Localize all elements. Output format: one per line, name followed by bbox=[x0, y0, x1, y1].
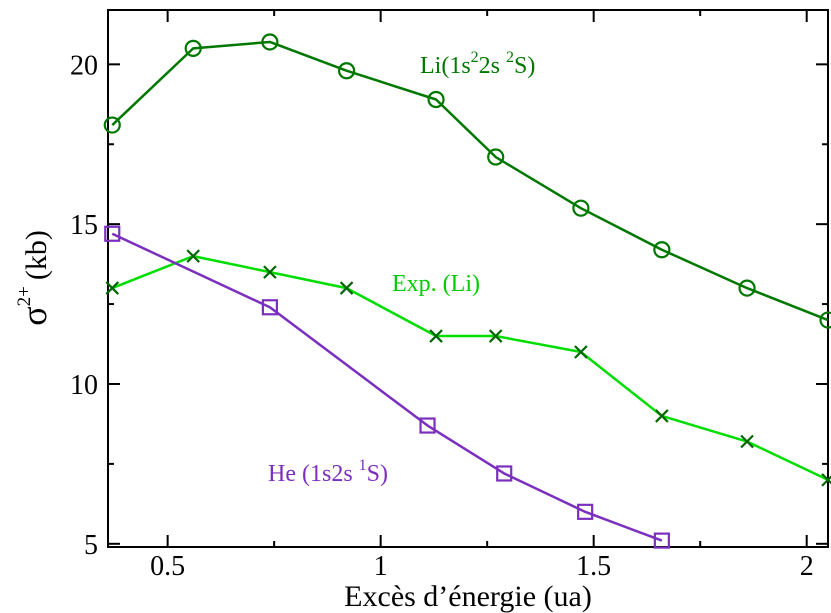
y-axis-title: σ2+(kb) bbox=[14, 230, 54, 326]
axis-ticks: 0.5 1 1.5 2 5 10 15 20 bbox=[70, 10, 828, 582]
x-tick-label: 1 bbox=[374, 551, 388, 582]
data-point bbox=[655, 409, 669, 423]
series-line-0 bbox=[111, 40, 829, 322]
x-axis-title: Excès d’énergie (ua) bbox=[344, 580, 592, 613]
data-point bbox=[819, 311, 831, 329]
data-point bbox=[572, 199, 590, 217]
y-tick-label: 15 bbox=[70, 210, 98, 241]
data-point bbox=[184, 39, 202, 57]
data-point bbox=[427, 90, 445, 109]
data-point bbox=[577, 503, 594, 520]
data-point bbox=[186, 249, 200, 263]
data-point bbox=[104, 225, 121, 242]
series-markers bbox=[103, 33, 831, 549]
x-tick-label: 0.5 bbox=[150, 551, 185, 582]
data-point bbox=[488, 329, 503, 343]
data-point bbox=[653, 532, 670, 549]
data-point bbox=[740, 434, 754, 449]
series-label-li-theory: Li(1s22s 2S) bbox=[420, 49, 535, 79]
data-point bbox=[821, 473, 831, 487]
series-line-1 bbox=[111, 254, 829, 482]
data-point bbox=[419, 417, 436, 434]
y-tick-label: 10 bbox=[70, 370, 98, 401]
data-point bbox=[263, 265, 277, 279]
x-tick-label: 1.5 bbox=[576, 551, 611, 582]
data-point bbox=[103, 116, 121, 134]
data-point bbox=[487, 148, 505, 166]
data-point bbox=[337, 62, 356, 80]
plot-area-frame bbox=[107, 9, 829, 548]
data-point bbox=[261, 299, 278, 316]
data-point bbox=[496, 465, 513, 482]
data-point bbox=[653, 241, 671, 259]
series-label-li-exp: Exp. (Li) bbox=[392, 271, 480, 297]
data-point bbox=[261, 33, 279, 51]
x-tick-label: 2 bbox=[800, 551, 814, 582]
series-line-2 bbox=[111, 232, 663, 542]
data-point bbox=[738, 279, 756, 297]
y-tick-label: 5 bbox=[84, 530, 98, 561]
series-label-he-theory: He (1s2s 1S) bbox=[268, 457, 388, 487]
y-tick-label: 20 bbox=[70, 50, 98, 81]
data-point bbox=[339, 281, 354, 295]
series-lines bbox=[111, 40, 829, 542]
data-point bbox=[429, 329, 443, 343]
data-point bbox=[105, 281, 120, 295]
data-point bbox=[574, 345, 588, 359]
